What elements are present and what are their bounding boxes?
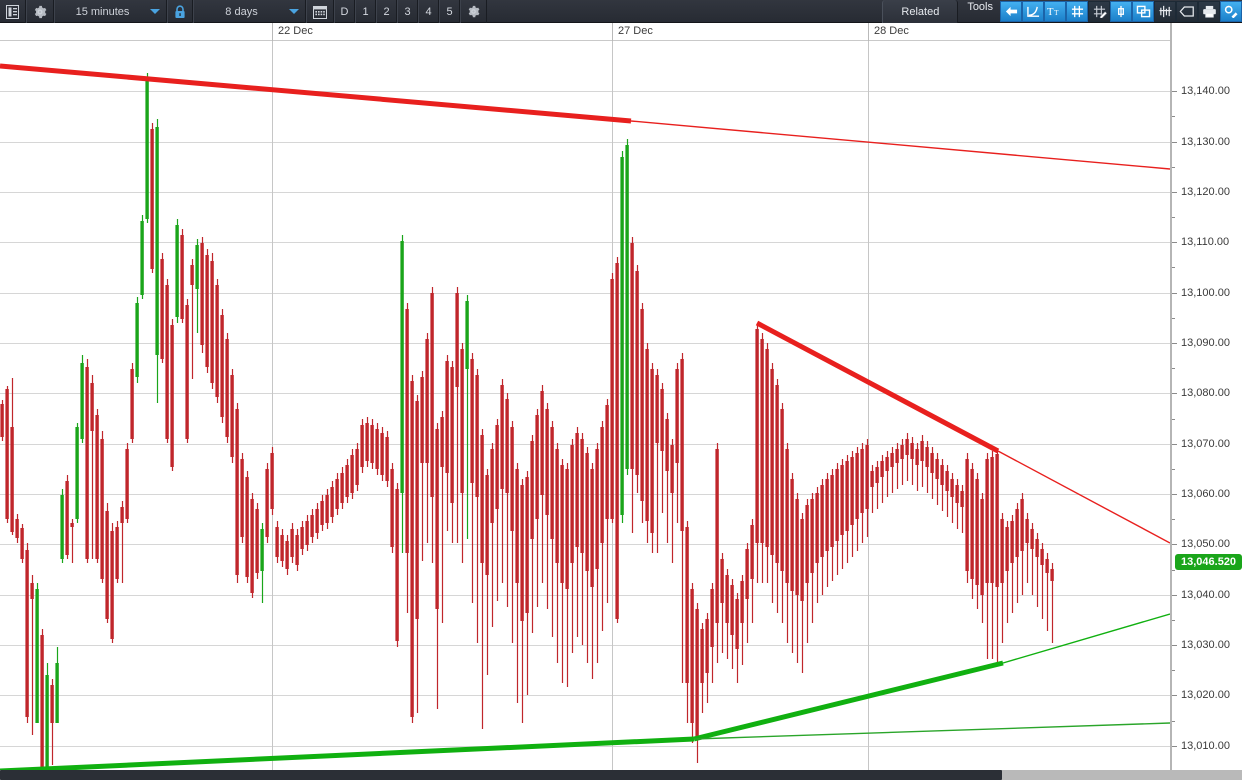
calendar-icon — [313, 5, 327, 19]
bars-indicator-icon[interactable] — [1154, 1, 1176, 22]
chevron-down-icon[interactable] — [289, 9, 299, 14]
print-icon[interactable] — [1198, 1, 1220, 22]
tools-label: Tools — [967, 1, 993, 13]
date-tick: 28 Dec — [868, 23, 909, 41]
period-button-1[interactable]: 1 — [355, 0, 376, 23]
price-tick: 13,030.00 — [1172, 639, 1242, 651]
svg-text:T: T — [1047, 7, 1054, 18]
candlestick-series — [0, 73, 1054, 770]
price-tick: 13,040.00 — [1172, 589, 1242, 601]
chart-canvas — [0, 41, 1170, 770]
resistance-trendline-lower — [755, 320, 1000, 454]
chart-toolbar: 15 minutes 8 days D 1 2 3 4 5 Related To… — [0, 0, 1242, 23]
duplicate-layers-icon[interactable] — [1132, 1, 1154, 22]
lock-scale-button[interactable] — [167, 0, 193, 23]
toolbar-spacer — [487, 0, 882, 22]
range-select[interactable]: 8 days — [193, 0, 306, 23]
period-button-d[interactable]: D — [334, 0, 355, 23]
draw-grid-pencil-icon[interactable] — [1088, 1, 1110, 22]
tag-label-icon[interactable] — [1176, 1, 1198, 22]
price-tick: 13,050.00 — [1172, 538, 1242, 550]
support-trendline-rising — [693, 660, 1004, 742]
support-trendline-rising-extension — [1002, 613, 1170, 664]
price-tick: 13,090.00 — [1172, 337, 1242, 349]
chart-area[interactable]: 22 Dec 27 Dec 28 Dec 13,046.520 13,140.00 1… — [0, 23, 1242, 770]
interval-select[interactable]: 15 minutes — [54, 0, 167, 23]
horizontal-scrollbar[interactable] — [0, 770, 1242, 780]
chart-settings-button[interactable] — [26, 0, 54, 23]
period-button-2[interactable]: 2 — [376, 0, 397, 23]
price-tick: 13,100.00 — [1172, 287, 1242, 299]
settings-pencil-icon[interactable] — [1220, 1, 1242, 22]
price-tick: 13,060.00 — [1172, 488, 1242, 500]
date-tick: 22 Dec — [272, 23, 313, 41]
price-tick: 13,120.00 — [1172, 186, 1242, 198]
calendar-button[interactable] — [306, 0, 334, 23]
back-arrow-icon[interactable] — [1000, 1, 1022, 22]
price-tick: 13,010.00 — [1172, 740, 1242, 752]
resistance-trendline-upper — [0, 63, 632, 124]
support-trendline-main — [0, 736, 695, 770]
price-tick: 13,130.00 — [1172, 136, 1242, 148]
resistance-trendline-lower-extension — [997, 450, 1170, 544]
period-button-5[interactable]: 5 — [439, 0, 460, 23]
date-axis: 22 Dec 27 Dec 28 Dec — [0, 23, 1170, 41]
price-tick: 13,140.00 — [1172, 85, 1242, 97]
current-price-badge: 13,046.520 — [1175, 553, 1242, 570]
trendline-curve-icon[interactable] — [1022, 1, 1044, 22]
related-tab[interactable]: Related — [882, 0, 959, 23]
date-tick: 27 Dec — [612, 23, 653, 41]
period-button-3[interactable]: 3 — [397, 0, 418, 23]
support-trendline-flat-extension — [693, 722, 1170, 740]
gear-icon — [33, 5, 47, 19]
price-tick: 13,070.00 — [1172, 438, 1242, 450]
period-button-4[interactable]: 4 — [418, 0, 439, 23]
lock-icon — [174, 4, 186, 19]
list-icon — [6, 4, 19, 19]
price-tick: 13,020.00 — [1172, 689, 1242, 701]
chart-plot[interactable]: 22 Dec 27 Dec 28 Dec — [0, 23, 1170, 770]
chevron-down-icon[interactable] — [150, 9, 160, 14]
gear-icon — [467, 5, 480, 18]
period-settings-button[interactable] — [460, 0, 487, 23]
price-tick: 13,110.00 — [1172, 236, 1242, 248]
range-label: 8 days — [225, 5, 258, 18]
watchlist-button[interactable] — [0, 0, 26, 23]
svg-text:T: T — [1054, 9, 1059, 17]
price-axis[interactable]: 13,046.520 13,140.00 13,130.00 13,120.00 13… — [1170, 23, 1242, 770]
grid-tool-icon[interactable] — [1066, 1, 1088, 22]
interval-label: 15 minutes — [75, 5, 130, 18]
resistance-trendline-upper-extension — [630, 120, 1170, 170]
price-tick: 13,080.00 — [1172, 387, 1242, 399]
scrollbar-thumb[interactable] — [0, 770, 1002, 780]
candlestick-icon[interactable] — [1110, 1, 1132, 22]
